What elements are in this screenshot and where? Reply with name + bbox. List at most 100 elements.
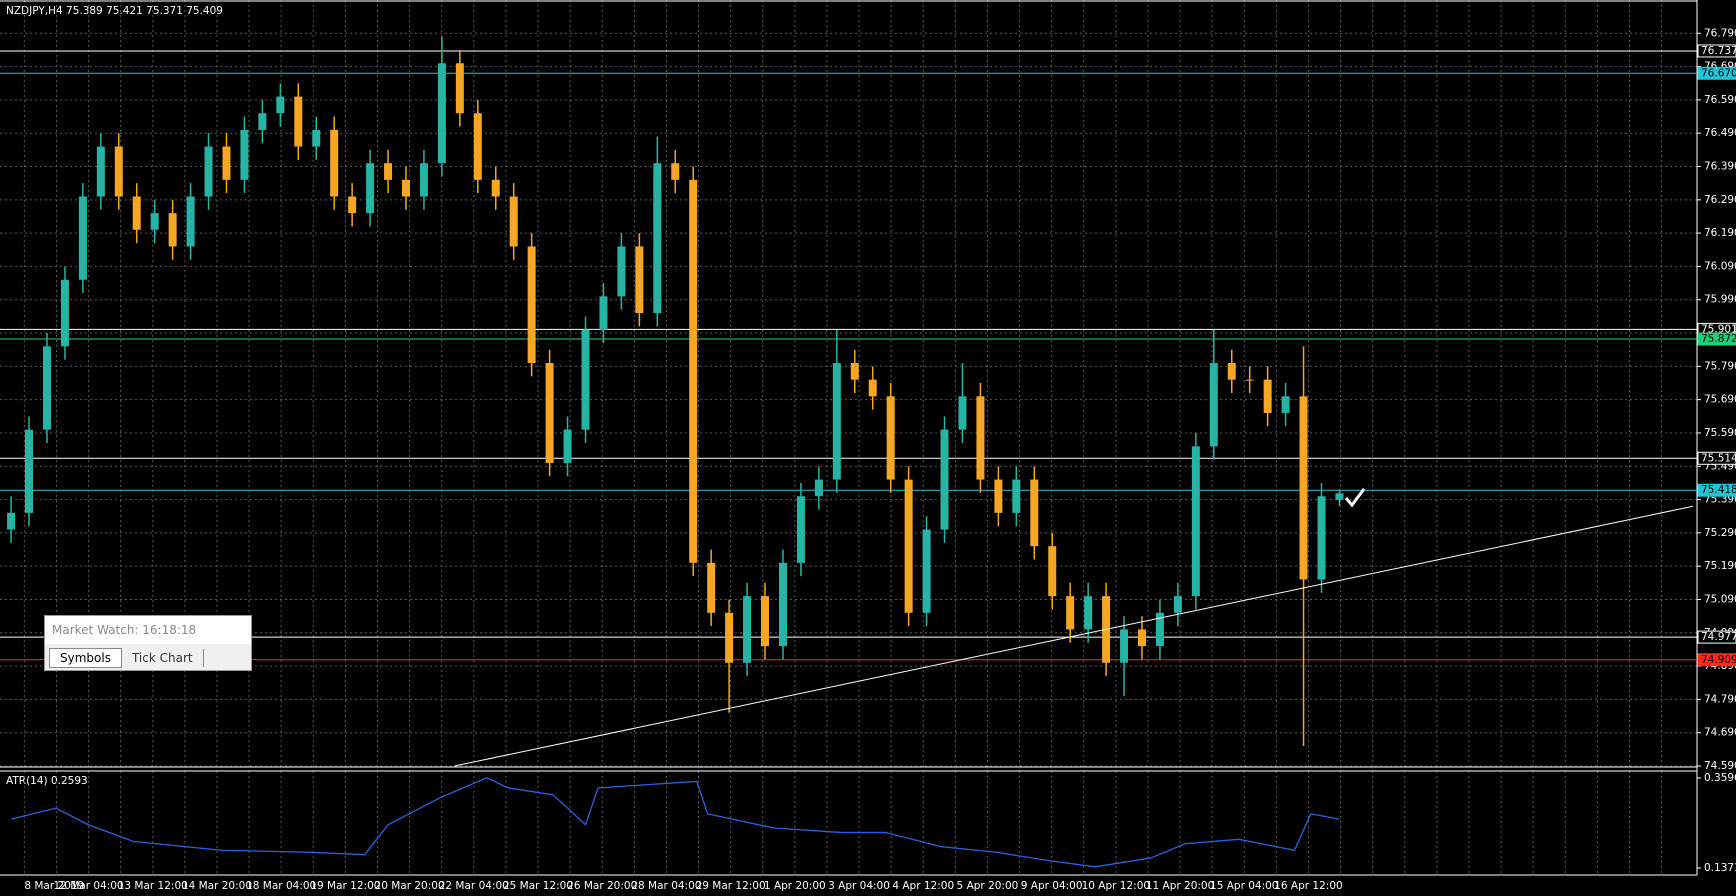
candle-body	[42, 346, 51, 430]
y-tick-label: 76.290	[1704, 194, 1736, 206]
candle-body	[455, 63, 464, 114]
y-tick-label: 75.690	[1704, 394, 1736, 406]
candle-body	[1137, 629, 1146, 647]
candle-body	[994, 479, 1003, 513]
candle-body	[563, 429, 572, 463]
price-level-box	[1697, 332, 1736, 346]
candle-body	[958, 396, 967, 430]
atr-line	[10, 777, 1340, 868]
y-tick-label: 75.290	[1704, 527, 1736, 539]
price-level-label: 76.670	[1701, 67, 1736, 79]
y-tick-label: 75.590	[1704, 427, 1736, 439]
candle-body	[832, 363, 841, 480]
y-tick-label: 76.590	[1704, 94, 1736, 106]
candle-body	[168, 213, 177, 247]
candle-body	[25, 429, 34, 513]
candle-body	[473, 113, 482, 180]
candle-body	[527, 246, 536, 364]
candle-body	[904, 479, 913, 613]
candle-body	[258, 113, 267, 130]
candle-body	[1120, 629, 1129, 663]
candle-body	[545, 363, 554, 463]
y-tick-label: 75.090	[1704, 593, 1736, 605]
candle-body	[1245, 379, 1254, 381]
candle-body	[1299, 396, 1308, 580]
x-tick-label: 4 Apr 12:00	[892, 880, 954, 892]
x-tick-label: 10 Apr 12:00	[1082, 880, 1150, 892]
x-tick-label: 18 Mar 04:00	[246, 880, 316, 892]
y-tick-label: 76.490	[1704, 127, 1736, 139]
candle-body	[922, 529, 931, 613]
x-tick-label: 1 Apr 20:00	[764, 880, 826, 892]
candle-body	[330, 129, 339, 197]
x-tick-label: 22 Mar 04:00	[439, 880, 509, 892]
candle-body	[60, 279, 69, 347]
candle-body	[491, 179, 500, 197]
x-tick-label: 16 Apr 12:00	[1274, 880, 1342, 892]
candle-body	[743, 596, 752, 663]
x-tick-label: 19 Mar 12:00	[310, 880, 380, 892]
tab[interactable]: Symbols	[49, 648, 122, 668]
candle-body	[204, 146, 213, 197]
candle-body	[186, 196, 195, 247]
y-tick-label: 76.790	[1704, 27, 1736, 39]
candle-body	[1335, 493, 1344, 500]
atr-label: ATR(14) 0.2593	[6, 775, 88, 787]
candle-body	[725, 612, 734, 663]
x-tick-label: 3 Apr 04:00	[828, 880, 890, 892]
candle-body	[886, 396, 895, 480]
y-tick-label: 76.190	[1704, 227, 1736, 239]
x-tick-label: 9 Apr 04:00	[1021, 880, 1083, 892]
y-tick-label: 74.790	[1704, 693, 1736, 705]
candle-body	[653, 163, 662, 314]
candle-body	[132, 196, 141, 230]
y-tick-label: 75.990	[1704, 294, 1736, 306]
candle-body	[707, 562, 716, 613]
y-tick-label: 74.590	[1704, 760, 1736, 772]
candle-body	[348, 196, 357, 214]
price-level-label: 75.514	[1701, 452, 1736, 464]
candle-body	[814, 479, 823, 497]
candle-body	[940, 429, 949, 530]
price-level-label: 74.909	[1701, 654, 1736, 666]
price-level-label: 76.737	[1701, 45, 1736, 57]
tab[interactable]: Tick Chart	[122, 649, 204, 667]
price-level-label: 75.872	[1701, 333, 1736, 345]
candle-body	[761, 596, 770, 647]
candle-body	[1263, 379, 1272, 413]
market-watch-title: Market Watch: 16:18:18	[45, 616, 251, 644]
candle-body	[1048, 546, 1057, 597]
candle-body	[868, 379, 877, 397]
candle-body	[1030, 479, 1039, 547]
candle-body	[1084, 596, 1093, 630]
candle-body	[384, 163, 393, 180]
candle-body	[671, 163, 680, 180]
atr-tick-label: 0.1371	[1704, 862, 1736, 874]
x-tick-label: 14 Mar 20:00	[182, 880, 252, 892]
x-tick-label: 15 Apr 04:00	[1210, 880, 1278, 892]
market-watch[interactable]: Market Watch: 16:18:18 Symbols Tick Char…	[44, 615, 252, 671]
candle-body	[976, 396, 985, 480]
price-level-label: 75.418	[1701, 484, 1736, 496]
x-tick-label: 8 Mar 2019	[24, 880, 84, 892]
tabs: Symbols Tick Chart	[45, 644, 251, 672]
candle-body	[294, 96, 303, 147]
price-level-box	[1697, 66, 1736, 80]
price-level-box	[1697, 483, 1736, 497]
candle-body	[1209, 363, 1218, 447]
atr-tick-label: 0.3596	[1704, 772, 1736, 784]
candle-body	[599, 296, 608, 330]
candle-body	[581, 329, 590, 430]
candle-body	[635, 246, 644, 314]
y-tick-label: 76.090	[1704, 260, 1736, 272]
x-tick-label: 26 Mar 20:00	[567, 880, 637, 892]
candle-body	[437, 63, 446, 164]
price-level-box	[1697, 44, 1736, 58]
candle-body	[1173, 596, 1182, 613]
x-tick-label: 25 Mar 12:00	[503, 880, 573, 892]
candle-body	[1281, 396, 1290, 413]
candle-body	[419, 163, 428, 197]
candle-body	[1227, 363, 1236, 380]
price-level-box	[1697, 451, 1736, 465]
